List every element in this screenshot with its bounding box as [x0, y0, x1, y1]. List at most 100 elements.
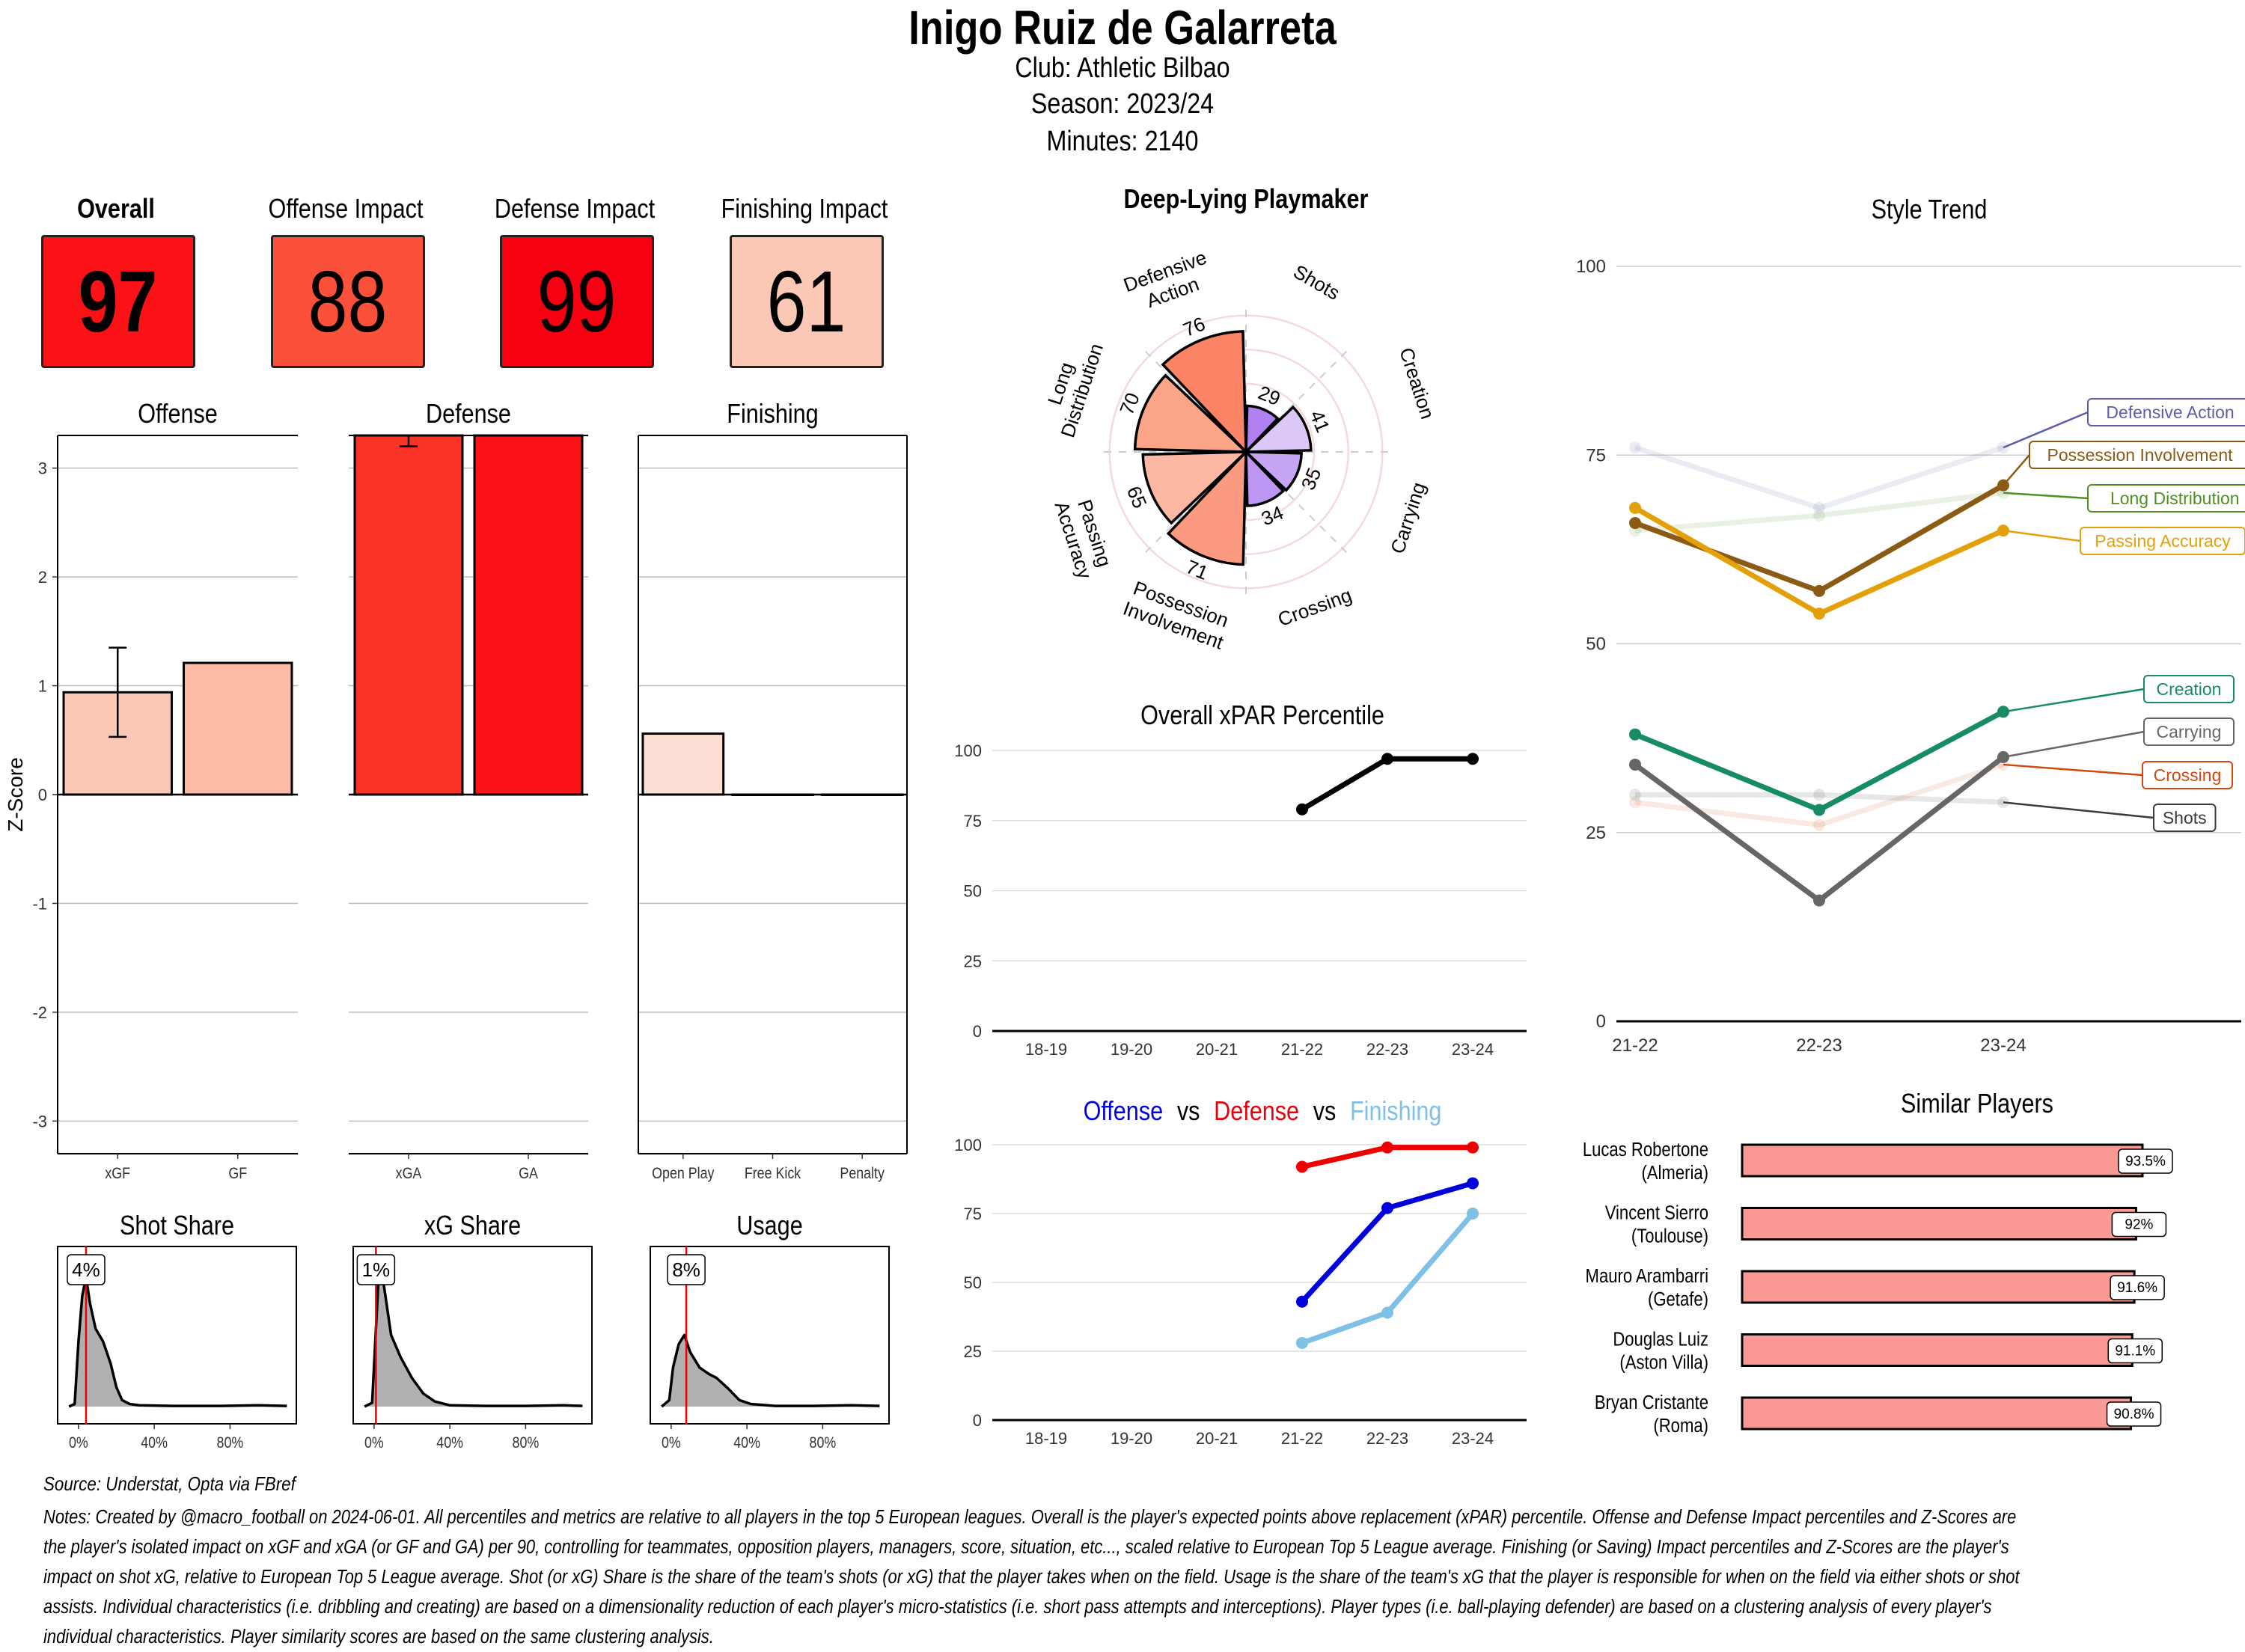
y-tick-label: 50: [964, 882, 982, 901]
style-line-long-distribution: [1634, 490, 2004, 533]
label-leader: [2003, 801, 2154, 819]
radial-category-label: Creation: [1395, 345, 1439, 422]
label-leader: [2003, 763, 2143, 777]
radial-value-label: 76: [1180, 312, 1209, 341]
y-tick-label: 50: [1586, 634, 1606, 655]
data-point: [1813, 894, 1825, 907]
kpi-tile: 88: [271, 235, 425, 368]
y-tick-label: 75: [964, 1205, 982, 1223]
y-tick-label: -2: [32, 1003, 47, 1022]
similarity-label: 91.6%: [2117, 1280, 2157, 1296]
y-tick-label: -3: [32, 1112, 47, 1131]
y-tick-label: -1: [32, 894, 47, 913]
data-point: [1467, 1177, 1479, 1190]
similarity-label-box: [2110, 1275, 2165, 1300]
xpar-line-chart: 0 25 50 75 100 18-19 19-20 20-21 21-22 22-23 23-24: [954, 741, 1527, 1059]
style-line-shots: [1635, 792, 2004, 805]
value-label: 8%: [672, 1258, 700, 1281]
value-label-box: [667, 1254, 706, 1285]
label-leader: [2003, 529, 2081, 542]
y-tick-label: 75: [964, 812, 982, 830]
value-label: 1%: [362, 1258, 391, 1281]
facet-finishing: Finishing Open Play Free Kick Penalty: [638, 400, 908, 1183]
player-name: Vincent Sierro: [1605, 1202, 1708, 1224]
data-point: [1813, 501, 1825, 514]
series-label: Creation: [2157, 679, 2222, 699]
radial-value-label: 35: [1297, 465, 1326, 493]
data-point: [1629, 796, 1641, 809]
y-tick-label: 50: [964, 1273, 982, 1292]
player-name: Lucas Robertone: [1583, 1139, 1708, 1160]
label-leader: [2003, 730, 2145, 759]
kpi-value: 97: [79, 253, 158, 350]
bar-ga: [473, 434, 584, 796]
style-line-defensive-action: [1634, 444, 2005, 511]
series-label: Defensive Action: [2106, 403, 2234, 422]
x-tick-label: GF: [228, 1165, 247, 1183]
x-tick-label: 21-22: [1281, 1040, 1323, 1059]
x-tick-label: 18-19: [1025, 1429, 1067, 1448]
data-point: [1296, 1336, 1308, 1349]
density-area: [69, 1276, 287, 1407]
radial-spoke: [1139, 451, 1247, 559]
y-tick-label: 2: [38, 568, 47, 587]
density-panel: Usage 8% 0% 40% 80%: [650, 1211, 890, 1451]
odf-title-part: Offense: [1084, 1097, 1164, 1127]
data-point: [1629, 789, 1641, 801]
radial-bar-long-distribution: [1133, 373, 1250, 453]
radial-bar-creation: [1242, 405, 1313, 453]
series-label-box: [2087, 484, 2245, 513]
density-title: xG Share: [424, 1211, 521, 1241]
series-label: Passing Accuracy: [2095, 531, 2231, 551]
radial-gridcircle: [1176, 382, 1316, 521]
radial-value-label: 71: [1183, 555, 1212, 584]
odf-title: Offense vs Defense vs Finishing: [1084, 1097, 1442, 1127]
similarity-bar: [1741, 1270, 2136, 1304]
style-trend-title: Style Trend: [1872, 195, 1988, 225]
series-label-box: [2142, 761, 2233, 789]
player-name-title: Inigo Ruiz de Galarreta: [908, 1, 1337, 55]
radial-bar-shots: [1244, 404, 1280, 456]
data-point: [1813, 584, 1825, 597]
notes-line: the player's isolated impact on xGF and …: [43, 1537, 2009, 1558]
x-tick-label: 23-24: [1452, 1040, 1494, 1059]
series-label: Long Distribution: [2110, 489, 2240, 508]
data-point: [1629, 758, 1641, 771]
data-point: [1467, 1208, 1479, 1220]
data-point: [1813, 608, 1825, 620]
kpi-value: 88: [308, 253, 388, 350]
x-tick-label: Penalty: [840, 1165, 885, 1183]
series-label-box: [2143, 675, 2235, 703]
x-tick-label: 21-22: [1281, 1429, 1323, 1448]
data-point: [1629, 501, 1641, 514]
bar-xga: [353, 434, 464, 796]
series-label-box: [2143, 718, 2235, 746]
kpi-label: Overall: [77, 193, 155, 224]
notes-line: individual characteristics. Player simil…: [43, 1627, 714, 1648]
similarity-bar: [1741, 1143, 2144, 1178]
data-point: [1381, 753, 1393, 765]
radial-category-label: Shots: [1289, 260, 1344, 305]
similarity-bar: [1741, 1207, 2137, 1240]
density-frame: [57, 1246, 297, 1425]
player-club: (Toulouse): [1631, 1226, 1708, 1247]
radial-category-label: Crossing: [1275, 584, 1355, 631]
value-label-box: [356, 1254, 396, 1285]
radial-value-label: 70: [1115, 389, 1144, 417]
y-tick-label: 100: [954, 1136, 982, 1154]
data-point: [1467, 1141, 1479, 1154]
series-line-overall: [1301, 756, 1473, 812]
xpar-title: Overall xPAR Percentile: [1140, 701, 1384, 731]
x-tick-label: 19-20: [1111, 1040, 1152, 1059]
density-area: [364, 1257, 583, 1407]
data-point: [1381, 1306, 1393, 1319]
odf-title-part: Finishing: [1350, 1097, 1441, 1127]
series-label-box: [2080, 527, 2245, 555]
y-tick-label: 100: [1576, 257, 1606, 277]
data-point: [1813, 819, 1825, 831]
similarity-label: 91.1%: [2115, 1344, 2155, 1359]
similarity-label: 93.5%: [2125, 1154, 2166, 1169]
kpi-value: 99: [537, 253, 617, 350]
radial-spoke: [1139, 345, 1247, 453]
data-point: [1629, 441, 1641, 454]
